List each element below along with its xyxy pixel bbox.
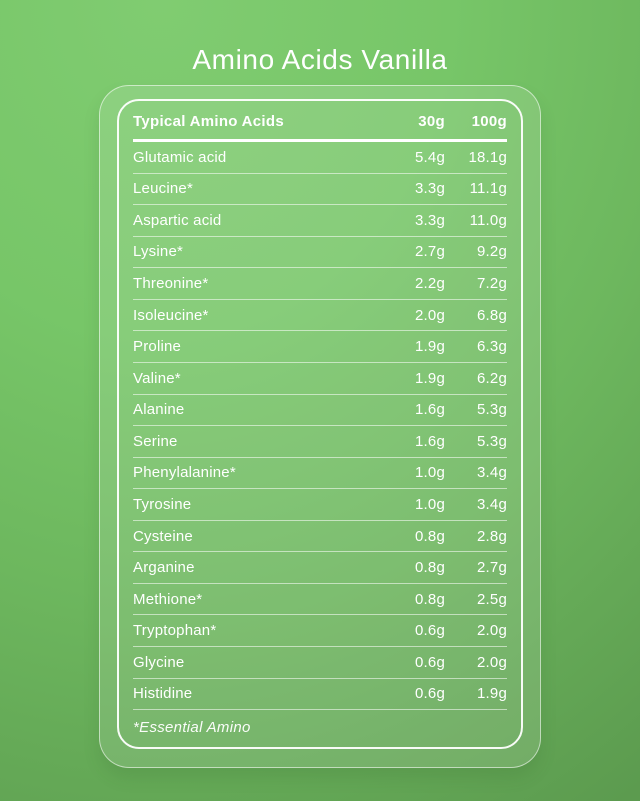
amino-acid-name: Tyrosine <box>133 495 192 513</box>
table-row: Glycine 0.6g 2.0g <box>133 647 507 679</box>
table-row: Serine 1.6g 5.3g <box>133 426 507 458</box>
amino-acid-name: Tryptophan* <box>133 622 217 640</box>
value-100g: 3.4g <box>477 464 507 482</box>
amino-acid-name: Alanine <box>133 401 185 419</box>
value-30g: 5.4g <box>415 148 445 166</box>
value-30g: 3.3g <box>415 180 445 198</box>
value-30g: 0.8g <box>415 527 445 545</box>
table-row: Aspartic acid 3.3g 11.0g <box>133 205 507 237</box>
amino-acid-name: Aspartic acid <box>133 211 222 229</box>
value-30g: 1.9g <box>415 369 445 387</box>
value-30g: 1.6g <box>415 432 445 450</box>
value-100g: 2.5g <box>477 590 507 608</box>
value-100g: 11.1g <box>469 180 507 198</box>
value-100g: 6.2g <box>477 369 507 387</box>
table-row: Proline 1.9g 6.3g <box>133 331 507 363</box>
amino-acid-name: Isoleucine* <box>133 306 209 324</box>
value-100g: 5.3g <box>477 432 507 450</box>
value-30g: 2.2g <box>415 275 445 293</box>
value-100g: 2.0g <box>477 653 507 671</box>
table-row: Cysteine 0.8g 2.8g <box>133 521 507 553</box>
table-row: Phenylalanine* 1.0g 3.4g <box>133 458 507 490</box>
value-100g: 5.3g <box>477 401 507 419</box>
table-row: Valine* 1.9g 6.2g <box>133 363 507 395</box>
value-30g: 2.7g <box>415 243 445 261</box>
table-row: Tyrosine 1.0g 3.4g <box>133 489 507 521</box>
table-row: Methione* 0.8g 2.5g <box>133 584 507 616</box>
table-row: Lysine* 2.7g 9.2g <box>133 237 507 269</box>
value-100g: 6.8g <box>477 306 507 324</box>
value-100g: 2.8g <box>477 527 507 545</box>
amino-acid-name: Glycine <box>133 653 185 671</box>
value-30g: 0.6g <box>415 653 445 671</box>
value-100g: 6.3g <box>477 338 507 356</box>
value-100g: 1.9g <box>477 685 507 703</box>
value-30g: 2.0g <box>415 306 445 324</box>
amino-acid-name: Lysine* <box>133 243 184 261</box>
value-30g: 0.6g <box>415 622 445 640</box>
table-header-label: Typical Amino Acids <box>133 113 285 130</box>
amino-acid-name: Histidine <box>133 685 193 703</box>
table-row: Leucine* 3.3g 11.1g <box>133 174 507 206</box>
page-title: Amino Acids Vanilla <box>192 44 448 75</box>
amino-acid-name: Glutamic acid <box>133 148 227 166</box>
table-row: Alanine 1.6g 5.3g <box>133 395 507 427</box>
value-30g: 0.8g <box>415 590 445 608</box>
value-30g: 1.0g <box>415 464 445 482</box>
value-100g: 2.7g <box>477 559 507 577</box>
amino-acids-card: Typical Amino Acids 30g 100g Glutamic ac… <box>99 85 541 768</box>
amino-acid-name: Cysteine <box>133 527 193 545</box>
table-row: Threonine* 2.2g 7.2g <box>133 268 507 300</box>
value-30g: 0.6g <box>415 685 445 703</box>
value-30g: 1.0g <box>415 495 445 513</box>
amino-acid-name: Serine <box>133 432 178 450</box>
value-100g: 9.2g <box>477 243 507 261</box>
column-header-30g: 30g <box>418 113 445 130</box>
value-100g: 3.4g <box>477 495 507 513</box>
table-header-row: Typical Amino Acids 30g 100g <box>133 101 507 142</box>
amino-acid-name: Threonine* <box>133 275 209 293</box>
value-100g: 2.0g <box>477 622 507 640</box>
value-30g: 0.8g <box>415 559 445 577</box>
value-30g: 1.6g <box>415 401 445 419</box>
amino-acids-table: Typical Amino Acids 30g 100g Glutamic ac… <box>117 99 523 749</box>
table-row: Histidine 0.6g 1.9g <box>133 679 507 711</box>
amino-acid-name: Valine* <box>133 369 181 387</box>
table-row: Isoleucine* 2.0g 6.8g <box>133 300 507 332</box>
essential-amino-footnote: *Essential Amino <box>133 719 251 736</box>
value-100g: 7.2g <box>477 275 507 293</box>
amino-acid-name: Methione* <box>133 590 203 608</box>
table-row: Tryptophan* 0.6g 2.0g <box>133 615 507 647</box>
value-30g: 1.9g <box>415 338 445 356</box>
amino-acid-name: Phenylalanine* <box>133 464 236 482</box>
amino-acid-name: Leucine* <box>133 180 193 198</box>
amino-acid-name: Proline <box>133 338 182 356</box>
value-30g: 3.3g <box>415 211 445 229</box>
table-body: Glutamic acid 5.4g 18.1g Leucine* 3.3g 1… <box>133 142 507 711</box>
table-row: Arganine 0.8g 2.7g <box>133 552 507 584</box>
amino-acid-name: Arganine <box>133 559 195 577</box>
value-100g: 18.1g <box>468 148 507 166</box>
value-100g: 11.0g <box>469 211 507 229</box>
column-header-100g: 100g <box>471 113 507 130</box>
table-row: Glutamic acid 5.4g 18.1g <box>133 142 507 174</box>
